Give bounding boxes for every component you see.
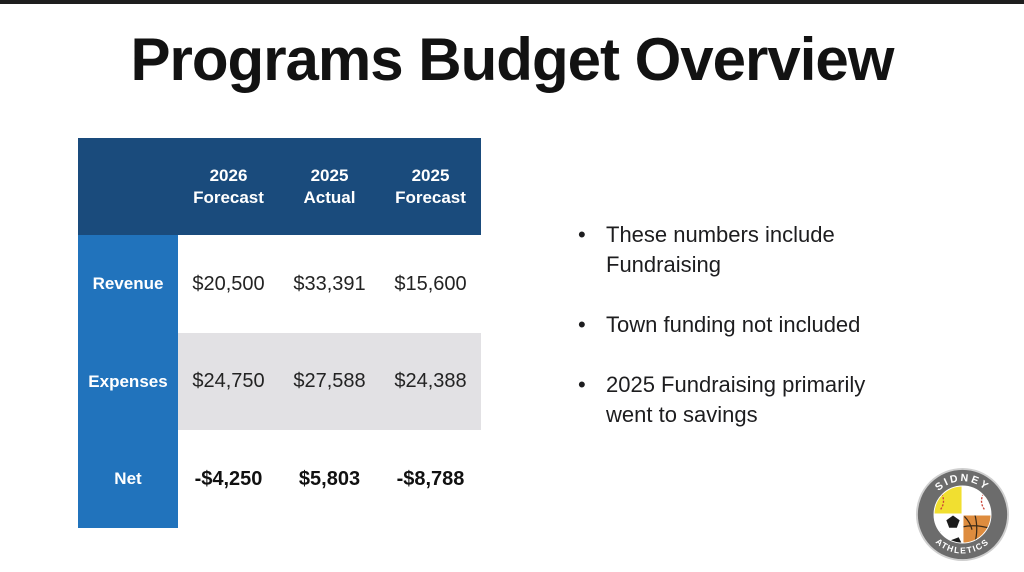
table-cell: $5,803 xyxy=(298,467,361,490)
column-header-2026-forecast: 2026 Forecast xyxy=(193,166,264,207)
table-row-net: Net -$4,250 $5,803 -$8,788 xyxy=(78,430,481,528)
list-item: • These numbers include Fundraising xyxy=(576,220,912,280)
list-item: • 2025 Fundraising primarily went to sav… xyxy=(576,370,912,430)
table-cell: -$4,250 xyxy=(194,467,263,490)
sports-badge-icon: SIDNEY ATHLETICS xyxy=(915,467,1010,562)
table-cell: -$8,788 xyxy=(396,467,465,490)
table-corner-cell xyxy=(78,138,178,235)
row-label-expenses: Expenses xyxy=(78,333,178,430)
bullet-text: 2025 Fundraising primarily went to savin… xyxy=(606,372,866,427)
bullet-icon: • xyxy=(578,372,586,397)
column-header-2025-forecast: 2025 Forecast xyxy=(395,166,466,207)
table-cell: $27,588 xyxy=(293,370,366,392)
slide-top-edge xyxy=(0,0,1024,4)
row-values: -$4,250 $5,803 -$8,788 xyxy=(178,430,481,528)
table-cell: $20,500 xyxy=(192,272,265,295)
table-cell: $33,391 xyxy=(293,272,366,295)
row-values: $24,750 $27,588 $24,388 xyxy=(178,333,481,430)
row-label-net: Net xyxy=(78,430,178,528)
table-row-expenses: Expenses $24,750 $27,588 $24,388 xyxy=(78,333,481,430)
table-row-revenue: Revenue $20,500 $33,391 $15,600 xyxy=(78,235,481,333)
bullet-text: Town funding not included xyxy=(606,312,861,337)
row-values: $20,500 $33,391 $15,600 xyxy=(178,235,481,333)
page-title: Programs Budget Overview xyxy=(130,26,895,93)
list-item: • Town funding not included xyxy=(576,310,912,340)
bullet-icon: • xyxy=(578,312,586,337)
bullet-text: These numbers include Fundraising xyxy=(606,222,835,277)
table-cell: $24,750 xyxy=(192,370,265,392)
column-header-2025-actual: 2025 Actual xyxy=(303,166,356,207)
sidney-athletics-logo: SIDNEY ATHLETICS xyxy=(915,467,1010,562)
budget-table: 2026 Forecast 2025 Actual 2025 Forecast … xyxy=(78,138,481,528)
bullet-icon: • xyxy=(578,222,586,247)
table-cell: $24,388 xyxy=(394,370,467,392)
table-header-row: 2026 Forecast 2025 Actual 2025 Forecast xyxy=(78,138,481,235)
notes-list: • These numbers include Fundraising • To… xyxy=(576,220,912,460)
table-cell: $15,600 xyxy=(394,272,467,295)
row-label-revenue: Revenue xyxy=(78,235,178,333)
